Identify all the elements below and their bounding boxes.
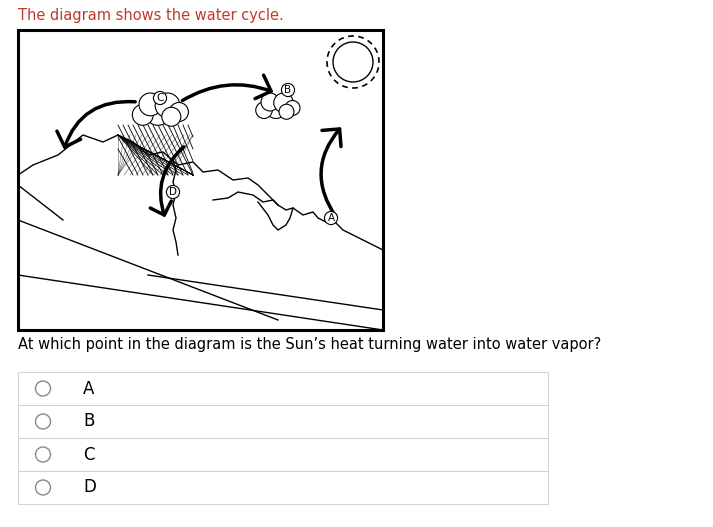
Text: At which point in the diagram is the Sun’s heat turning water into water vapor?: At which point in the diagram is the Sun… bbox=[18, 337, 601, 352]
Circle shape bbox=[279, 104, 294, 119]
Circle shape bbox=[274, 93, 293, 112]
Text: C: C bbox=[83, 445, 95, 464]
Circle shape bbox=[261, 93, 279, 111]
Circle shape bbox=[36, 381, 51, 396]
FancyArrowPatch shape bbox=[321, 129, 341, 218]
Circle shape bbox=[333, 42, 373, 82]
Bar bbox=[18, 30, 383, 330]
Bar bbox=[18, 471, 548, 504]
Circle shape bbox=[133, 104, 153, 125]
Bar bbox=[18, 372, 548, 405]
Bar bbox=[18, 438, 548, 471]
Circle shape bbox=[162, 108, 181, 126]
Bar bbox=[18, 405, 548, 438]
Text: B: B bbox=[83, 413, 94, 431]
Circle shape bbox=[285, 101, 300, 115]
Text: The diagram shows the water cycle.: The diagram shows the water cycle. bbox=[18, 8, 284, 23]
Circle shape bbox=[36, 480, 51, 495]
Circle shape bbox=[139, 93, 162, 116]
FancyArrowPatch shape bbox=[57, 102, 135, 147]
Text: A: A bbox=[327, 213, 334, 223]
Circle shape bbox=[256, 102, 272, 119]
Circle shape bbox=[36, 447, 51, 462]
Circle shape bbox=[145, 99, 171, 125]
Text: B: B bbox=[284, 85, 292, 95]
Circle shape bbox=[170, 102, 188, 122]
FancyArrowPatch shape bbox=[183, 75, 271, 101]
Text: C: C bbox=[156, 93, 164, 103]
Circle shape bbox=[265, 97, 287, 119]
Text: A: A bbox=[83, 379, 94, 397]
FancyArrowPatch shape bbox=[150, 147, 184, 215]
Circle shape bbox=[36, 414, 51, 429]
Text: D: D bbox=[83, 479, 96, 496]
Text: D: D bbox=[169, 187, 177, 197]
Circle shape bbox=[155, 93, 180, 118]
